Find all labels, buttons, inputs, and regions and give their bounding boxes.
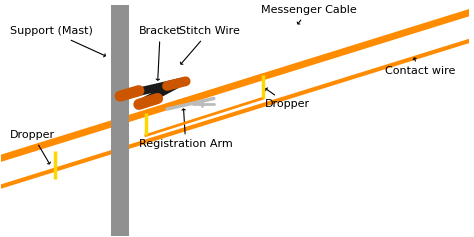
Text: Bracket: Bracket: [139, 26, 182, 80]
Text: Dropper: Dropper: [10, 130, 55, 164]
Text: Messenger Cable: Messenger Cable: [261, 5, 356, 24]
Text: Dropper: Dropper: [265, 88, 310, 109]
Text: Support (Mast): Support (Mast): [10, 26, 105, 57]
Text: Contact wire: Contact wire: [385, 58, 455, 76]
Text: Stitch Wire: Stitch Wire: [179, 26, 239, 64]
Text: Registration Arm: Registration Arm: [139, 109, 233, 149]
